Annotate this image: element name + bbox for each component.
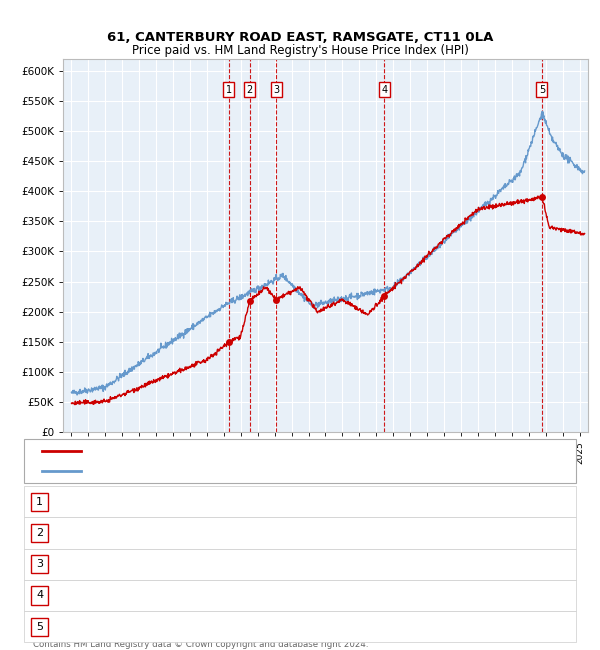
Text: £218,000: £218,000 xyxy=(252,528,306,538)
Text: 11% ↓ HPI: 11% ↓ HPI xyxy=(360,559,421,569)
Text: 1: 1 xyxy=(36,497,43,507)
Text: 20-APR-2004: 20-APR-2004 xyxy=(81,497,155,507)
Text: 61, CANTERBURY ROAD EAST, RAMSGATE, CT11 0LA: 61, CANTERBURY ROAD EAST, RAMSGATE, CT11… xyxy=(107,31,493,44)
Text: £150,000: £150,000 xyxy=(252,497,306,507)
Text: 3: 3 xyxy=(36,559,43,569)
Text: 3: 3 xyxy=(273,85,279,95)
Text: £226,000: £226,000 xyxy=(252,590,306,601)
Text: 4: 4 xyxy=(36,590,43,601)
Text: 2: 2 xyxy=(247,85,253,95)
Text: £220,000: £220,000 xyxy=(252,559,306,569)
Text: 24% ↓ HPI: 24% ↓ HPI xyxy=(360,621,421,632)
Text: 2: 2 xyxy=(36,528,43,538)
Text: £390,000: £390,000 xyxy=(252,621,306,632)
Text: 61, CANTERBURY ROAD EAST, RAMSGATE, CT11 0LA (detached house): 61, CANTERBURY ROAD EAST, RAMSGATE, CT11… xyxy=(87,446,432,456)
Text: 24-JUN-2013: 24-JUN-2013 xyxy=(81,590,155,601)
Text: 1: 1 xyxy=(226,85,232,95)
Text: 12-JUL-2005: 12-JUL-2005 xyxy=(81,528,155,538)
Text: 31-JAN-2007: 31-JAN-2007 xyxy=(81,559,155,569)
Text: 5: 5 xyxy=(539,85,545,95)
Text: 31% ↓ HPI: 31% ↓ HPI xyxy=(360,497,421,507)
Text: HPI: Average price, detached house, Thanet: HPI: Average price, detached house, Than… xyxy=(87,465,302,476)
Text: 4: 4 xyxy=(382,85,388,95)
Text: Contains HM Land Registry data © Crown copyright and database right 2024.: Contains HM Land Registry data © Crown c… xyxy=(33,640,368,649)
Text: 10% ↓ HPI: 10% ↓ HPI xyxy=(360,528,421,538)
Text: 11-OCT-2022: 11-OCT-2022 xyxy=(81,621,155,632)
Text: 5% ↓ HPI: 5% ↓ HPI xyxy=(360,590,414,601)
Text: Price paid vs. HM Land Registry's House Price Index (HPI): Price paid vs. HM Land Registry's House … xyxy=(131,44,469,57)
Text: 5: 5 xyxy=(36,621,43,632)
